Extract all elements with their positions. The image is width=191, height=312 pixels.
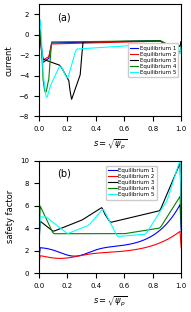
- X-axis label: $s = \sqrt{\psi_p}$: $s = \sqrt{\psi_p}$: [93, 138, 127, 151]
- Text: (a): (a): [57, 12, 71, 22]
- Y-axis label: safety factor: safety factor: [6, 190, 15, 243]
- Legend: Equilibrium 1, Equilibrium 2, Equilibrium 3, Equilibrium 4, Equilibrium 5: Equilibrium 1, Equilibrium 2, Equilibriu…: [106, 166, 157, 200]
- Y-axis label: current: current: [4, 45, 13, 76]
- X-axis label: $s = \sqrt{\psi_p}$: $s = \sqrt{\psi_p}$: [93, 294, 127, 308]
- Legend: Equilibrium 1, Equilibrium 2, Equilibrium 3, Equilibrium 4, Equilibrium 5: Equilibrium 1, Equilibrium 2, Equilibriu…: [128, 43, 178, 77]
- Text: (b): (b): [57, 168, 71, 178]
